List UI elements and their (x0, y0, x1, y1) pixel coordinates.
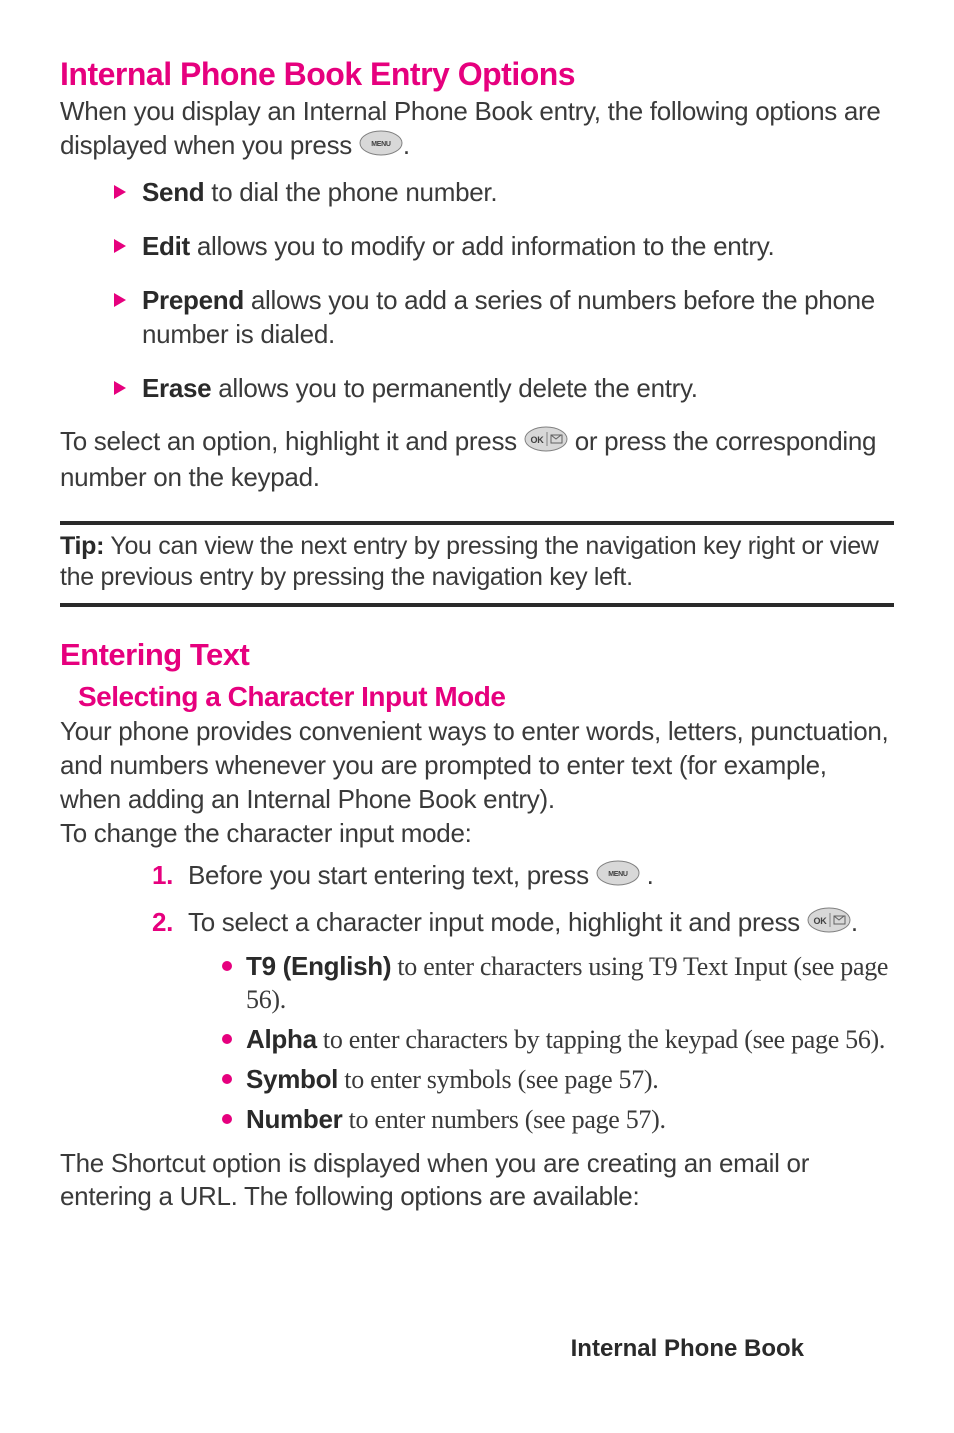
ok-key-icon: OK (807, 907, 851, 942)
step-text-b: . (851, 907, 858, 937)
option-rest: allows you to permanently delete the ent… (211, 373, 697, 403)
tip-label: Tip: (60, 532, 104, 560)
select-option-paragraph: To select an option, highlight it and pr… (60, 425, 894, 494)
mode-rest: to enter characters by tapping the keypa… (317, 1025, 885, 1054)
tip-text: Tip: You can view the next entry by pres… (60, 531, 894, 594)
section-title-entering-text: Entering Text (60, 637, 894, 673)
step-text-a: To select a character input mode, highli… (188, 907, 807, 937)
option-rest: allows you to modify or add information … (190, 231, 775, 261)
step-text-b: . (640, 860, 654, 890)
step-text-a: Before you start entering text, press (188, 860, 596, 890)
list-item: Send to dial the phone number. (114, 176, 894, 210)
option-rest: to dial the phone number. (204, 177, 497, 207)
intro-paragraph: When you display an Internal Phone Book … (60, 95, 894, 164)
ok-key-icon: OK (524, 426, 568, 461)
option-label: Edit (142, 231, 190, 261)
list-item: Number to enter numbers (see page 57). (222, 1103, 894, 1137)
menu-key-icon: MENU (359, 130, 403, 165)
svg-text:OK: OK (530, 435, 544, 445)
svg-text:MENU: MENU (608, 871, 628, 878)
list-item: Erase allows you to permanently delete t… (114, 372, 894, 406)
after-text-a: To select an option, highlight it and pr… (60, 426, 524, 456)
page-footer-title: Internal Phone Book (571, 1335, 804, 1363)
list-item: Alpha to enter characters by tapping the… (222, 1023, 894, 1057)
mode-label: Alpha (246, 1024, 317, 1054)
mode-rest: to enter symbols (see page 57). (338, 1065, 658, 1094)
char-input-p1: Your phone provides convenient ways to e… (60, 715, 894, 816)
list-item: Edit allows you to modify or add informa… (114, 230, 894, 264)
mode-label: Symbol (246, 1064, 338, 1094)
intro-text-a: When you display an Internal Phone Book … (60, 96, 881, 160)
divider (60, 521, 894, 525)
list-item: Prepend allows you to add a series of nu… (114, 284, 894, 352)
shortcut-paragraph: The Shortcut option is displayed when yo… (60, 1147, 894, 1215)
option-label: Prepend (142, 285, 244, 315)
char-input-p2: To change the character input mode: (60, 817, 894, 851)
list-item: Symbol to enter symbols (see page 57). (222, 1063, 894, 1097)
mode-rest: to enter numbers (see page 57). (342, 1105, 665, 1134)
divider (60, 603, 894, 607)
menu-key-icon: MENU (596, 860, 640, 895)
intro-text-b: . (403, 130, 410, 160)
section-title-phonebook-options: Internal Phone Book Entry Options (60, 56, 894, 93)
option-rest: allows you to add a series of numbers be… (142, 285, 875, 349)
step-item: Before you start entering text, press ME… (152, 858, 894, 895)
list-item: T9 (English) to enter characters using T… (222, 950, 894, 1018)
options-list: Send to dial the phone number. Edit allo… (114, 176, 894, 405)
svg-text:OK: OK (813, 916, 827, 926)
option-label: Send (142, 177, 204, 207)
svg-text:MENU: MENU (371, 141, 391, 148)
tip-body: You can view the next entry by pressing … (60, 532, 879, 591)
mode-label: Number (246, 1104, 342, 1134)
step-item: To select a character input mode, highli… (152, 905, 894, 1137)
subsection-title-char-input: Selecting a Character Input Mode (78, 681, 894, 713)
mode-label: T9 (English) (246, 951, 391, 981)
tip-callout: Tip: You can view the next entry by pres… (60, 521, 894, 608)
steps-list: Before you start entering text, press ME… (152, 858, 894, 1136)
input-modes-list: T9 (English) to enter characters using T… (222, 950, 894, 1137)
option-label: Erase (142, 373, 211, 403)
